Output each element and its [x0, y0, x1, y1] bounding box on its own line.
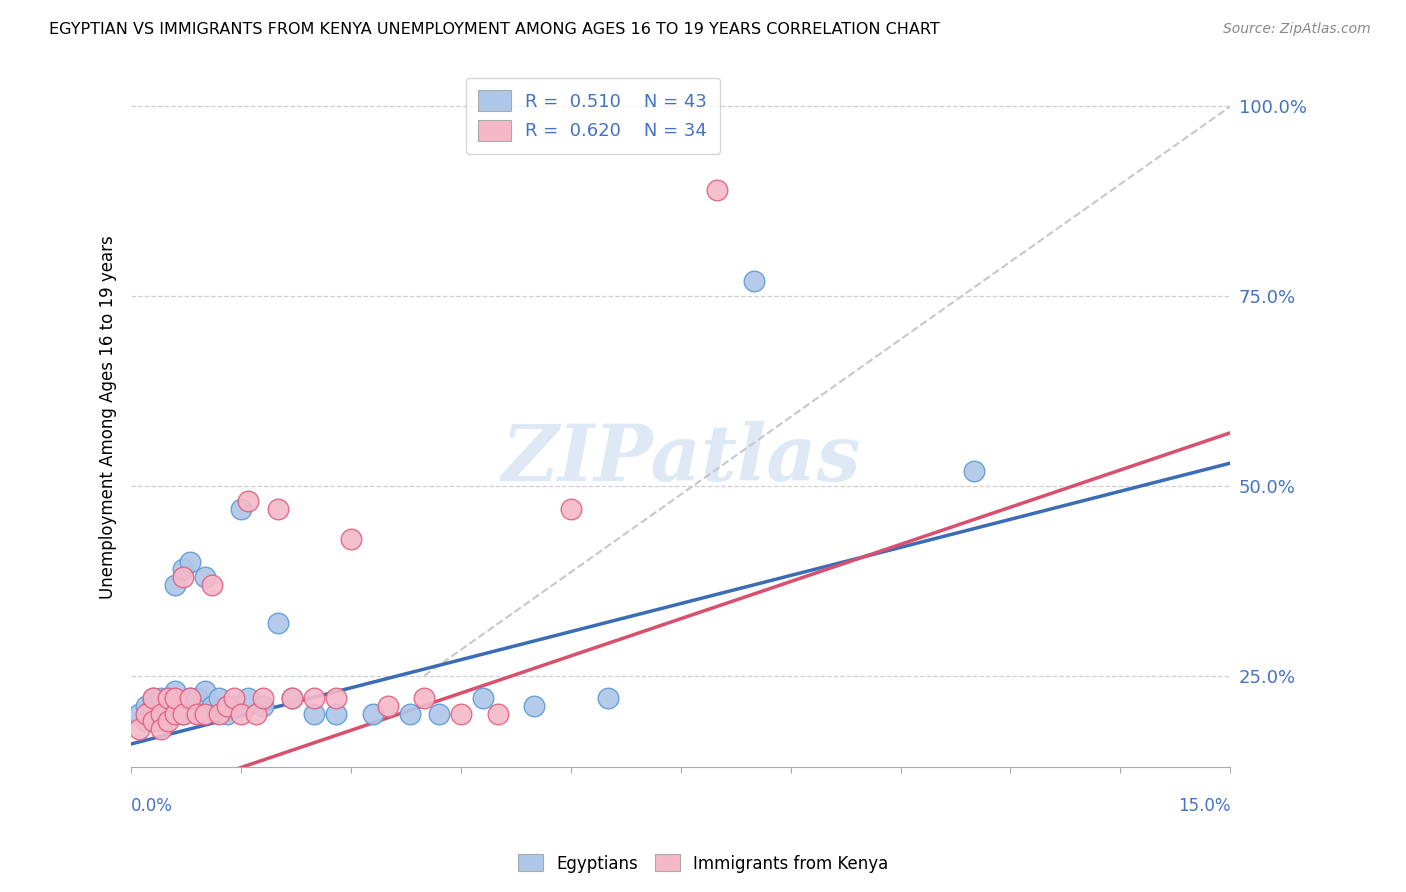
Point — [340, 532, 363, 546]
Point — [238, 494, 260, 508]
Point — [325, 691, 347, 706]
Point — [179, 691, 201, 706]
Point — [304, 691, 326, 706]
Point — [560, 501, 582, 516]
Point — [165, 706, 187, 721]
Point — [179, 691, 201, 706]
Point — [361, 706, 384, 721]
Point — [149, 706, 172, 721]
Point — [179, 555, 201, 569]
Point — [706, 183, 728, 197]
Point — [165, 683, 187, 698]
Point — [215, 698, 238, 713]
Point — [377, 698, 399, 713]
Point — [523, 698, 546, 713]
Point — [304, 706, 326, 721]
Point — [142, 714, 165, 728]
Point — [427, 706, 450, 721]
Point — [135, 698, 157, 713]
Legend: Egyptians, Immigrants from Kenya: Egyptians, Immigrants from Kenya — [512, 847, 894, 880]
Point — [186, 706, 208, 721]
Text: Source: ZipAtlas.com: Source: ZipAtlas.com — [1223, 22, 1371, 37]
Point — [156, 714, 179, 728]
Point — [596, 691, 619, 706]
Point — [471, 691, 494, 706]
Point — [172, 562, 194, 576]
Y-axis label: Unemployment Among Ages 16 to 19 years: Unemployment Among Ages 16 to 19 years — [100, 235, 117, 599]
Point — [252, 698, 274, 713]
Text: 0.0%: 0.0% — [131, 797, 173, 815]
Point — [238, 691, 260, 706]
Point — [156, 698, 179, 713]
Point — [245, 706, 267, 721]
Point — [252, 691, 274, 706]
Point — [231, 706, 253, 721]
Point — [142, 691, 165, 706]
Point — [193, 683, 215, 698]
Point — [128, 722, 150, 736]
Legend: R =  0.510    N = 43, R =  0.620    N = 34: R = 0.510 N = 43, R = 0.620 N = 34 — [465, 78, 720, 153]
Point — [215, 706, 238, 721]
Point — [165, 577, 187, 591]
Point — [142, 691, 165, 706]
Point — [165, 706, 187, 721]
Point — [231, 501, 253, 516]
Point — [398, 706, 420, 721]
Point — [172, 706, 194, 721]
Point — [149, 691, 172, 706]
Point — [963, 464, 986, 478]
Point — [156, 706, 179, 721]
Point — [742, 274, 765, 288]
Point — [156, 691, 179, 706]
Point — [193, 570, 215, 584]
Point — [172, 706, 194, 721]
Point — [135, 714, 157, 728]
Point — [172, 570, 194, 584]
Point — [222, 698, 245, 713]
Point — [186, 691, 208, 706]
Point — [222, 691, 245, 706]
Point — [325, 706, 347, 721]
Point — [486, 706, 509, 721]
Point — [267, 615, 290, 630]
Point — [149, 706, 172, 721]
Point — [201, 577, 224, 591]
Text: 15.0%: 15.0% — [1178, 797, 1230, 815]
Point — [450, 706, 472, 721]
Point — [208, 706, 231, 721]
Point — [172, 698, 194, 713]
Point — [135, 706, 157, 721]
Text: ZIPatlas: ZIPatlas — [501, 421, 860, 498]
Point — [193, 706, 215, 721]
Point — [149, 714, 172, 728]
Point — [128, 706, 150, 721]
Point — [281, 691, 304, 706]
Point — [281, 691, 304, 706]
Point — [413, 691, 436, 706]
Point — [165, 691, 187, 706]
Point — [142, 698, 165, 713]
Text: EGYPTIAN VS IMMIGRANTS FROM KENYA UNEMPLOYMENT AMONG AGES 16 TO 19 YEARS CORRELA: EGYPTIAN VS IMMIGRANTS FROM KENYA UNEMPL… — [49, 22, 941, 37]
Point — [267, 501, 290, 516]
Point — [186, 706, 208, 721]
Point — [208, 691, 231, 706]
Point — [201, 698, 224, 713]
Point — [142, 706, 165, 721]
Point — [156, 691, 179, 706]
Point — [149, 722, 172, 736]
